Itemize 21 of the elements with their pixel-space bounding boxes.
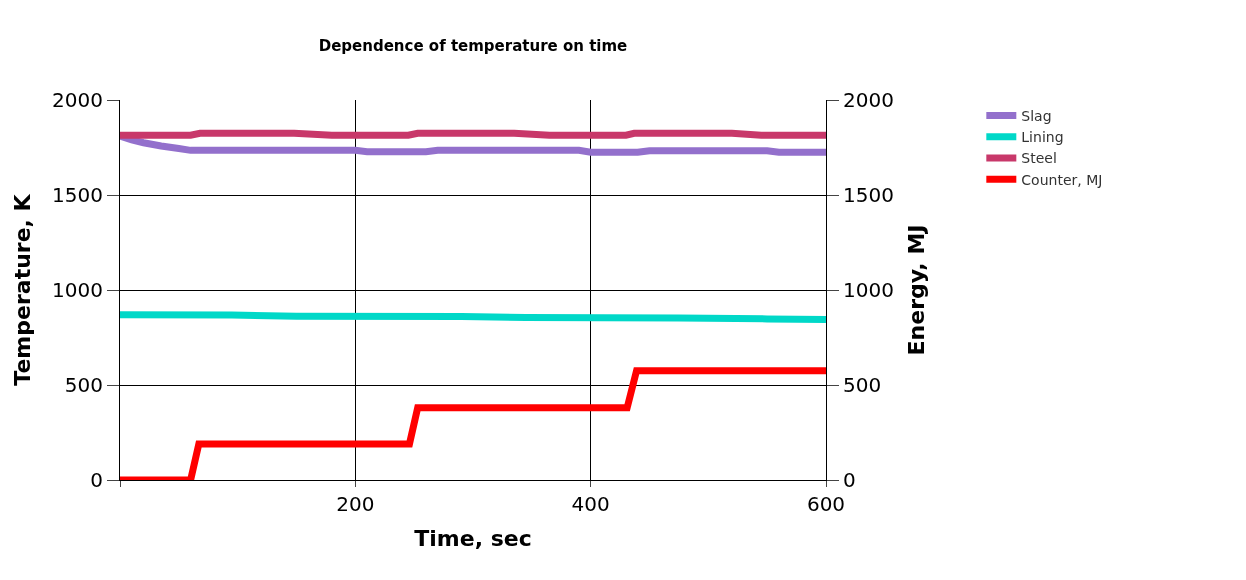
legend-label: Steel: [1021, 150, 1057, 167]
y-tick-label: 2000: [52, 88, 103, 112]
y-axis-title: Temperature, K: [9, 193, 35, 386]
x-tick-label: 200: [336, 492, 375, 516]
chart-title: Dependence of temperature on time: [318, 37, 628, 56]
y2-tick-label: 0: [843, 468, 856, 492]
y2-axis-title: Energy, MJ: [903, 224, 929, 356]
x-tick-label: 600: [806, 492, 846, 516]
y2-tick-label: 1000: [843, 278, 894, 302]
legend-label: Slag: [1021, 108, 1052, 125]
y-tick-label: 1000: [52, 278, 103, 302]
y2-tick-label: 2000: [843, 88, 894, 112]
y-tick-label: 500: [64, 373, 103, 397]
legend-label: Lining: [1021, 129, 1064, 146]
y-tick-label: 1500: [52, 183, 103, 207]
y-tick-label: 0: [90, 468, 103, 492]
legend-label: Counter, MJ: [1021, 171, 1103, 188]
x-tick-label: 400: [571, 492, 610, 516]
y2-tick-label: 1500: [843, 183, 894, 207]
y2-tick-label: 500: [843, 373, 882, 397]
x-axis-title: Time, sec: [414, 525, 532, 551]
